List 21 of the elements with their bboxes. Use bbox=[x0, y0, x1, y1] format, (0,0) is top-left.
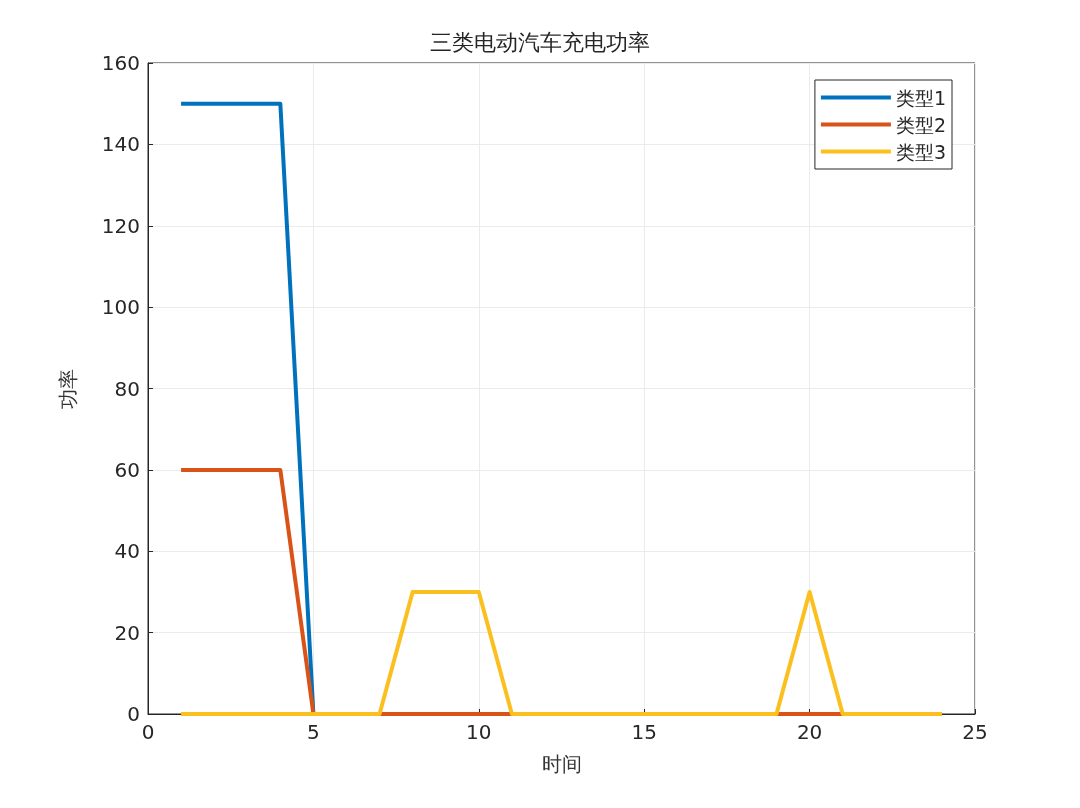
y-tick-label: 80 bbox=[114, 376, 140, 401]
y-tick-label: 120 bbox=[101, 213, 140, 238]
x-tick-label: 25 bbox=[962, 720, 988, 744]
legend-label: 类型1 bbox=[895, 86, 947, 109]
y-tick-label: 20 bbox=[114, 620, 140, 645]
x-tick-label: 5 bbox=[307, 720, 320, 744]
y-tick-label: 160 bbox=[101, 51, 140, 75]
x-tick-label: 15 bbox=[631, 720, 657, 744]
y-tick-label: 60 bbox=[114, 457, 140, 482]
x-tick-label: 10 bbox=[466, 720, 492, 744]
y-tick-label: 40 bbox=[114, 539, 140, 564]
y-axis-title: 功率 bbox=[56, 368, 80, 409]
chart-title: 三类电动汽车充电功率 bbox=[430, 29, 650, 55]
y-tick-label: 100 bbox=[101, 295, 140, 320]
y-tick-label: 140 bbox=[101, 132, 140, 157]
legend-label: 类型3 bbox=[895, 140, 947, 163]
x-axis-title: 时间 bbox=[541, 752, 582, 776]
x-tick-label: 0 bbox=[141, 720, 155, 744]
y-tick-label: 0 bbox=[127, 702, 140, 726]
x-tick-label: 20 bbox=[796, 720, 823, 744]
legend-label: 类型2 bbox=[895, 113, 947, 136]
